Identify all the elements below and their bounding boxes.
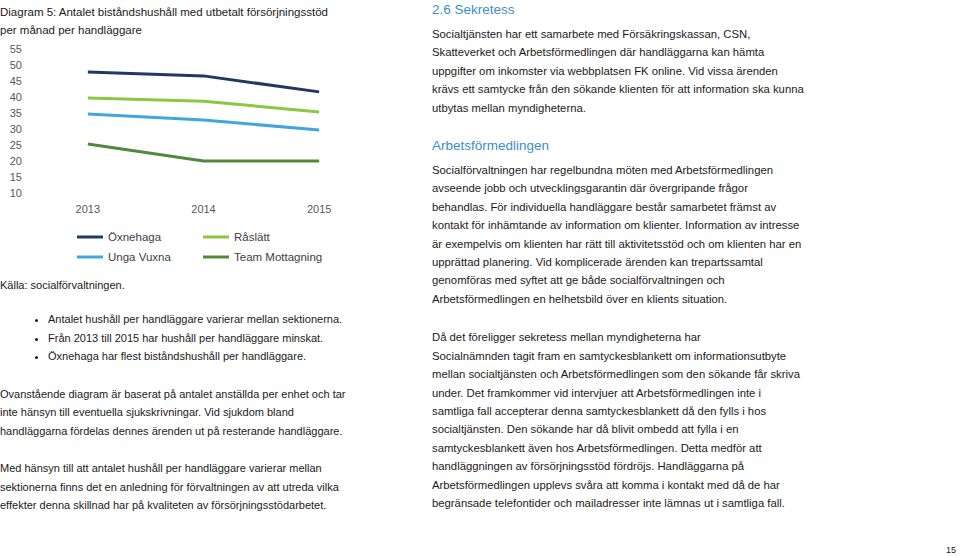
svg-text:Unga Vuxna: Unga Vuxna [108,251,171,263]
svg-text:15: 15 [10,171,22,183]
html-text:Öxnehaga har flest biståndshus: Öxnehaga har flest biståndshushåll per h… [48,350,307,362]
svg-text:25: 25 [10,139,22,151]
svg-text:2015: 2015 [307,203,331,215]
svg-text:2014: 2014 [191,203,215,215]
html-text:Antalet hushåll per handläggar: Antalet hushåll per handläggare varierar… [48,313,343,325]
svg-text:55: 55 [10,43,22,55]
svg-text:35: 35 [10,107,22,119]
svg-text:10: 10 [10,187,22,199]
svg-text:40: 40 [10,91,22,103]
html-text:Källa: socialförvaltningen.: Källa: socialförvaltningen. [0,279,125,291]
html-text:Skatteverket och Arbetsförmedl: Skatteverket och Arbetsförmedlingen där … [432,46,765,59]
html-text:15: 15 [946,545,956,555]
html-text:sektionerna finns det en anled: sektionerna finns det en anledning för f… [0,480,339,493]
html-text:uppgifter om inkomster via web: uppgifter om inkomster via webbplatsen F… [432,64,778,77]
html-text:effekter denna skillnad har på: effekter denna skillnad har på kvalitete… [0,499,327,511]
html-text:genomföras med syftet att ge b: genomföras med syftet att ge både social… [432,274,725,287]
html-text:Från 2013 till 2015 har hushål: Från 2013 till 2015 har hushåll per hand… [48,331,324,344]
html-text:samtyckesblankett även hos Arb: samtyckesblankett även hos Arbetsförmedl… [432,441,762,454]
html-text:utbytas mellan myndigheterna.: utbytas mellan myndigheterna. [432,101,586,114]
html-text:mellan socialtjänsten och Arbe: mellan socialtjänsten och Arbetsförmedli… [432,368,800,381]
html-text:Ovanstående diagram är baserat: Ovanstående diagram är baserat på antale… [0,387,346,400]
html-text:Arbetsförmedlingen en helhetsb: Arbetsförmedlingen en helhetsbild över e… [432,292,728,305]
svg-text:Team Mottagning: Team Mottagning [234,251,322,263]
html-text:2.6 Sekretess: 2.6 Sekretess [432,2,515,17]
html-text:Socialtjänsten har ett samarbe: Socialtjänsten har ett samarbete med För… [432,28,751,40]
html-text:samtliga fall accepterar denna: samtliga fall accepterar denna samtyckes… [432,404,767,417]
html-text:behandlas. För individuella ha: behandlas. För individuella handläggare … [432,200,777,213]
html-text:inte hänsyn till eventuella sj: inte hänsyn till eventuella sjukskrivnin… [0,406,294,418]
svg-text:Öxnehaga: Öxnehaga [108,231,162,243]
html-text:Med hänsyn till att antalet hu: Med hänsyn till att antalet hushåll per … [0,462,322,474]
html-text:socialtjänsten. Den sökande ha: socialtjänsten. Den sökande har då blivi… [432,423,739,436]
html-text:handläggarna fördelas dennes ä: handläggarna fördelas dennes ärenden ut … [0,424,343,437]
svg-text:20: 20 [10,155,22,167]
svg-text:30: 30 [10,123,22,135]
html-text:begränsade telefontider och ma: begränsade telefontider och mailadresser… [432,496,785,509]
html-text:är exempelvis om klienten har: är exempelvis om klienten har rätt till … [432,237,802,250]
svg-text:Råslätt: Råslätt [234,231,271,243]
svg-text:45: 45 [10,75,22,87]
html-text:Då det föreligger sekretess me: Då det föreligger sekretess mellan myndi… [432,331,701,344]
html-text:kontakt för inhämtande av info: kontakt för inhämtande av information om… [432,219,800,232]
html-text:avseende jobb och utvecklingsg: avseende jobb och utvecklingsgarantin dä… [432,182,748,195]
html-text:handläggningen av försörjnings: handläggningen av försörjningsstöd fördr… [432,460,745,473]
svg-text:50: 50 [10,59,22,71]
html-text:Arbetsförmedlingen: Arbetsförmedlingen [432,138,550,153]
html-text:upprättad planering. Vid kompl: upprättad planering. Vid komplicerade är… [432,256,763,269]
svg-text:2013: 2013 [76,203,100,215]
html-text:krävs ett samtycke från den sö: krävs ett samtycke från den sökande klie… [432,83,804,96]
html-text:Socialförvaltningen har regelb: Socialförvaltningen har regelbundna möte… [432,164,773,176]
html-text:Arbetsförmedlingen upplevs svå: Arbetsförmedlingen upplevs svåra att kom… [432,478,780,491]
html-text:Diagram 5: Antalet biståndshus: Diagram 5: Antalet biståndshushåll med u… [0,6,328,36]
html-text:under. Det framkommer vid inte: under. Det framkommer vid intervjuer att… [432,386,761,399]
html-text:Socialnämnden tagit fram en sa: Socialnämnden tagit fram en samtyckesbla… [432,349,787,362]
